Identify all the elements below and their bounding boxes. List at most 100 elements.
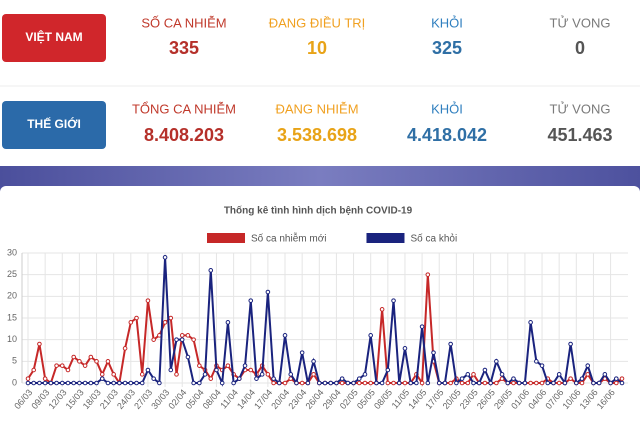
point — [345, 380, 351, 386]
point — [454, 380, 459, 386]
legend-swatch — [366, 233, 405, 243]
point — [242, 363, 248, 368]
point — [579, 376, 585, 381]
point — [271, 376, 276, 381]
point — [311, 372, 316, 377]
point — [499, 372, 505, 377]
point — [139, 372, 145, 377]
point — [334, 380, 339, 386]
point — [522, 380, 528, 386]
y-tick-label: 25 — [7, 269, 17, 279]
point — [174, 337, 179, 342]
point — [328, 380, 334, 386]
stat-value: 325 — [432, 38, 462, 58]
point — [385, 380, 391, 386]
point — [94, 359, 99, 364]
legend-label: Số ca nhiễm mới — [251, 232, 326, 245]
legend-swatch — [207, 233, 245, 243]
point — [556, 372, 562, 377]
point — [299, 380, 305, 386]
point — [157, 380, 162, 386]
point — [339, 376, 345, 381]
point — [208, 376, 214, 381]
point — [391, 380, 396, 386]
point — [162, 255, 168, 260]
point — [31, 380, 37, 386]
point — [402, 380, 408, 386]
point — [596, 380, 602, 386]
point — [511, 380, 516, 386]
point — [368, 333, 373, 338]
point — [208, 268, 214, 273]
point — [459, 376, 465, 381]
point — [528, 320, 533, 325]
point — [362, 380, 368, 386]
point — [94, 380, 99, 386]
world-button[interactable] — [2, 101, 106, 149]
point — [88, 354, 94, 360]
point — [556, 380, 562, 386]
point — [254, 376, 259, 381]
stat-value: 0 — [575, 38, 585, 58]
point — [145, 298, 151, 303]
stat-label: SỐ CA NHIỄM — [141, 15, 226, 30]
point — [494, 380, 499, 386]
point — [31, 367, 37, 373]
point — [65, 367, 71, 373]
point — [185, 354, 191, 360]
point — [528, 380, 533, 386]
point — [111, 380, 116, 386]
point — [534, 359, 539, 364]
point — [237, 376, 242, 381]
point — [448, 380, 453, 386]
point — [436, 380, 442, 386]
point — [476, 380, 482, 386]
point — [162, 320, 168, 325]
point — [219, 380, 225, 386]
point — [613, 380, 619, 386]
point — [505, 380, 511, 386]
stat-value: 3.538.698 — [277, 125, 357, 145]
vietnam-label[interactable]: VIỆT NAM — [25, 29, 82, 44]
point — [339, 380, 345, 386]
point — [214, 367, 219, 373]
point — [54, 363, 59, 368]
point — [191, 337, 196, 342]
vietnam-button[interactable] — [2, 14, 106, 62]
point — [48, 380, 54, 386]
point — [579, 380, 585, 386]
point — [225, 363, 231, 368]
point — [442, 380, 448, 386]
point — [425, 272, 431, 277]
point — [179, 337, 185, 342]
point — [77, 359, 82, 364]
stat-label: TỬ VONG — [550, 15, 611, 30]
point — [574, 380, 579, 386]
point — [42, 376, 48, 381]
point — [225, 320, 231, 325]
stat-value: 335 — [169, 38, 199, 58]
point — [59, 380, 65, 386]
point — [82, 380, 88, 386]
point — [408, 380, 413, 386]
point — [379, 380, 385, 386]
y-tick-label: 20 — [7, 291, 17, 301]
stat-value: 4.418.042 — [407, 125, 487, 145]
point — [402, 346, 408, 351]
world-label[interactable]: THẾ GIỚI — [27, 116, 81, 131]
point — [471, 372, 476, 377]
point — [282, 380, 288, 386]
point — [105, 380, 111, 386]
point — [391, 298, 396, 303]
stat-label: KHỎI — [431, 101, 463, 116]
point — [608, 380, 613, 386]
point — [42, 380, 48, 386]
point — [356, 380, 362, 386]
point — [117, 380, 122, 386]
point — [82, 363, 88, 368]
chart-title: Thống kê tình hình dịch bệnh COVID-19 — [224, 205, 413, 217]
point — [294, 380, 299, 386]
point — [128, 320, 134, 325]
point — [111, 372, 116, 377]
y-tick-label: 30 — [7, 247, 17, 257]
